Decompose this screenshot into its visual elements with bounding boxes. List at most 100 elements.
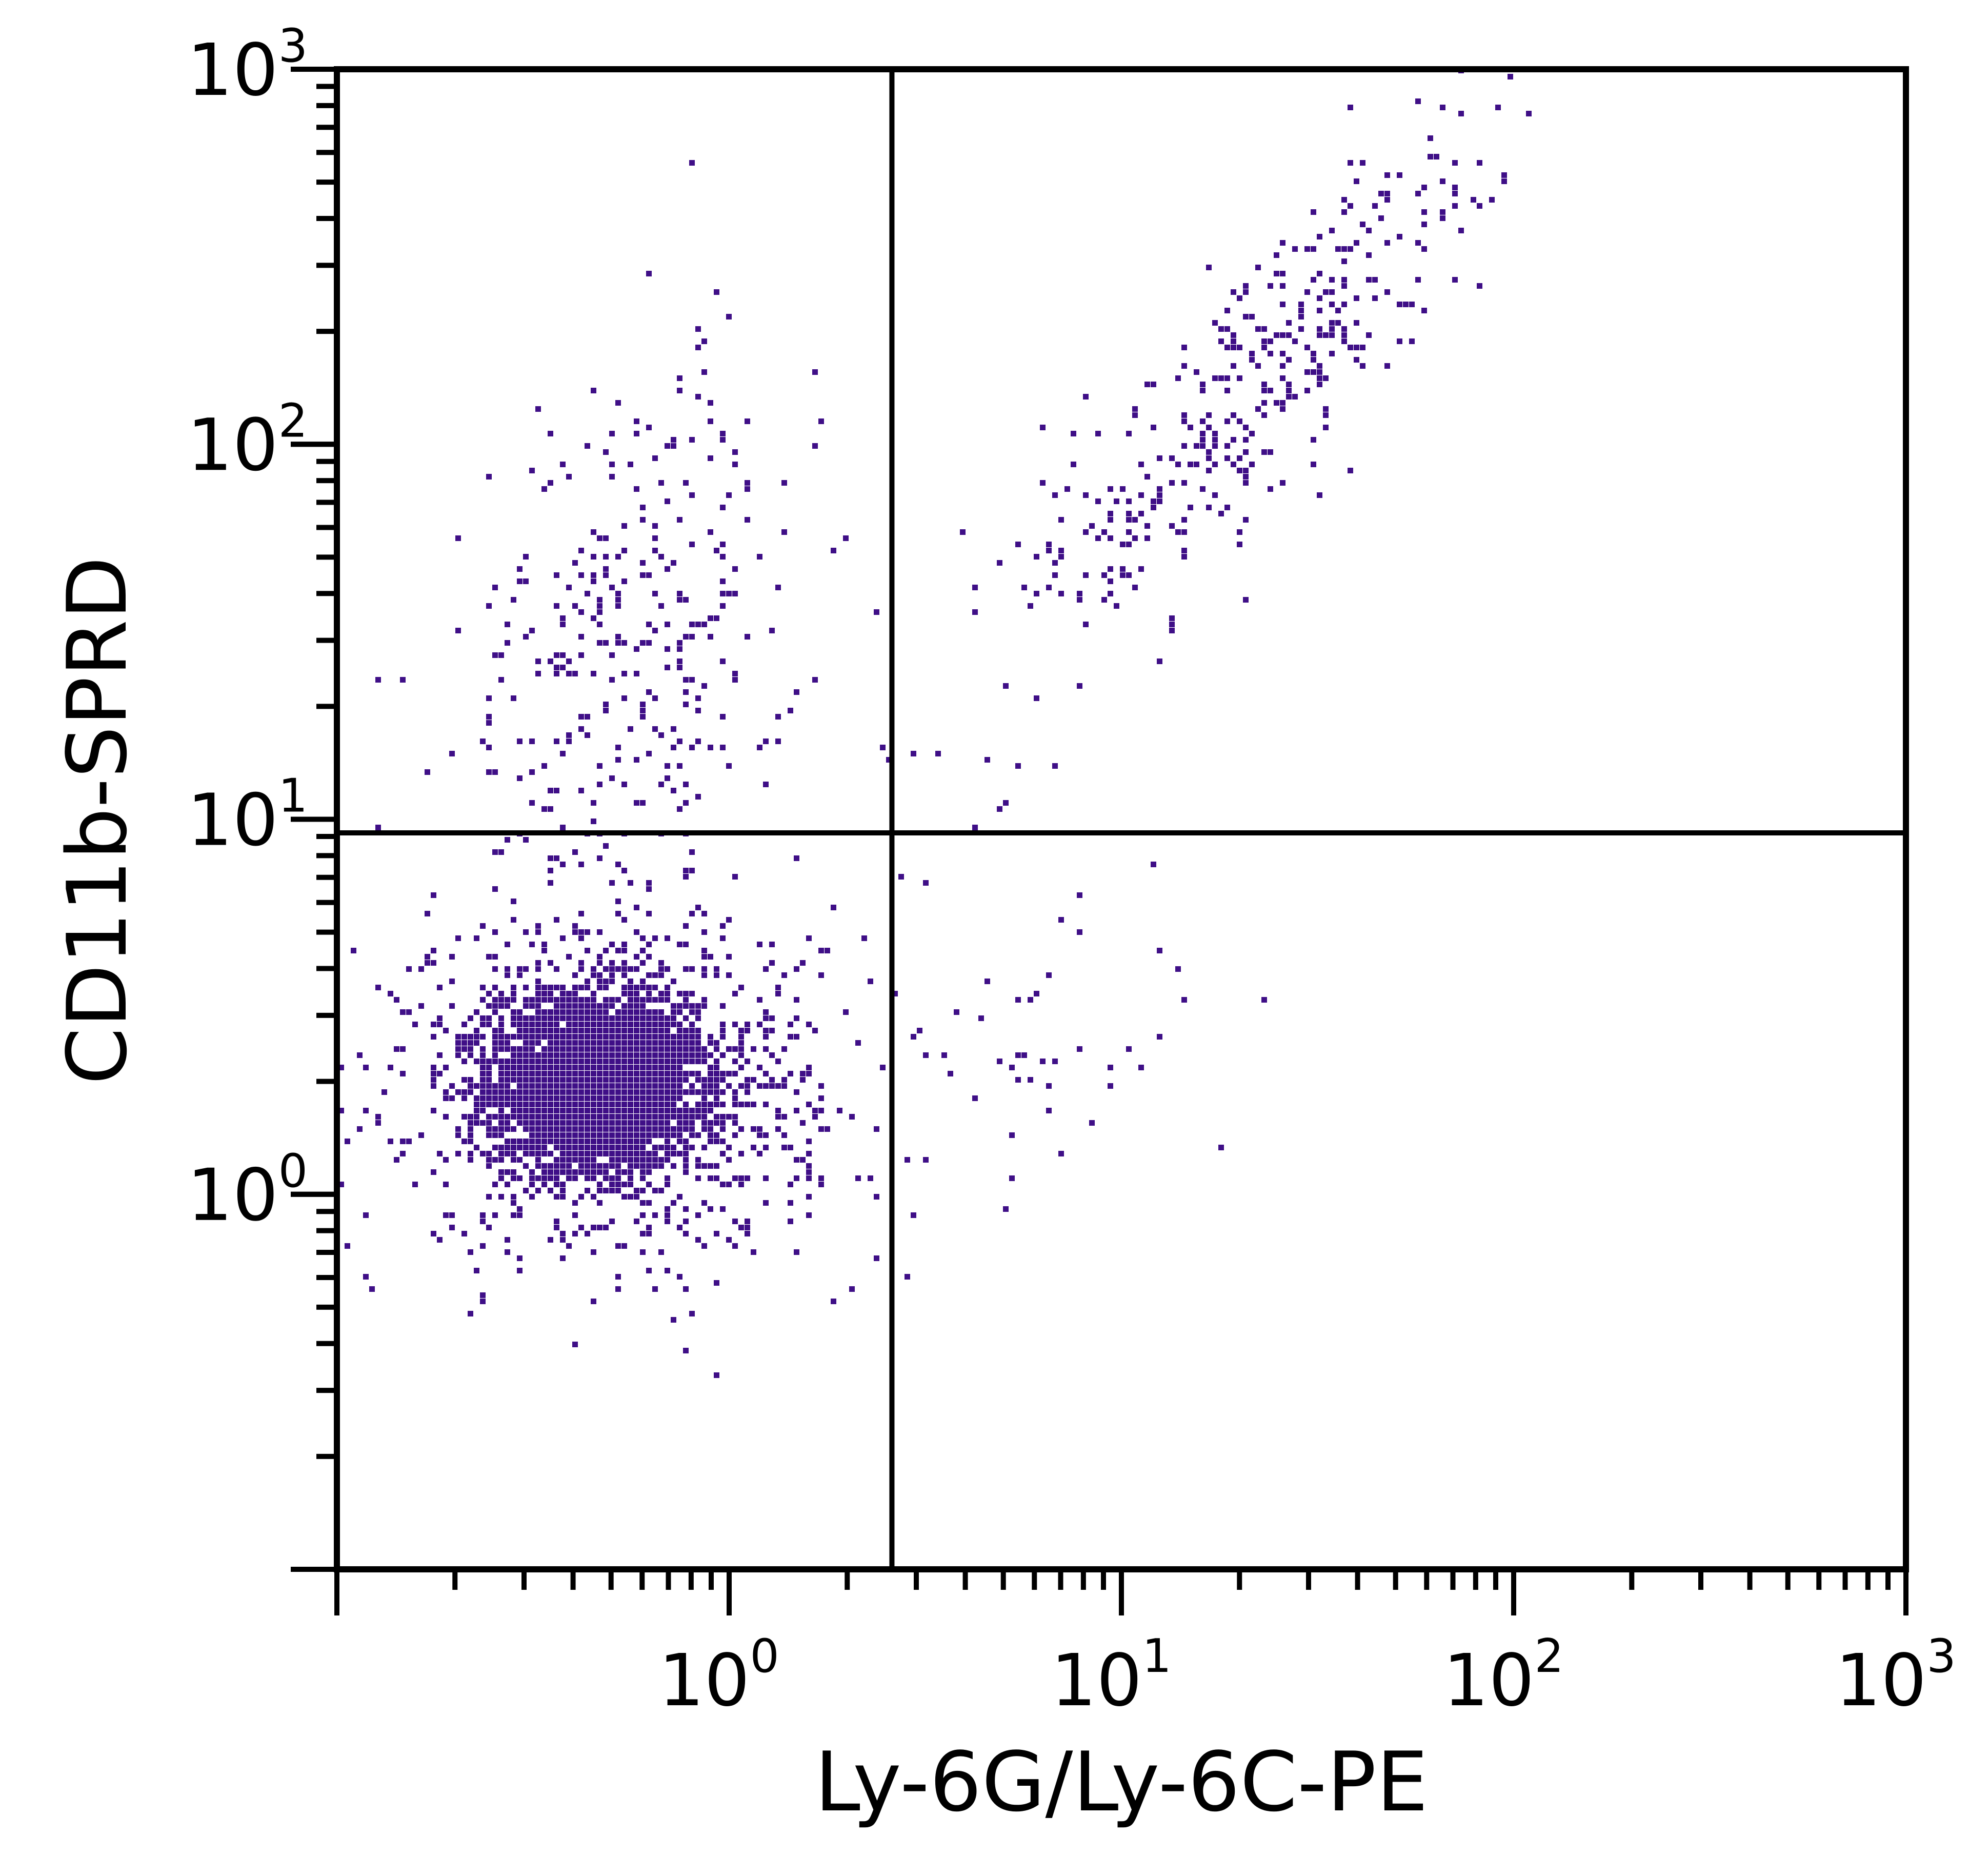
data-point bbox=[726, 1071, 732, 1076]
data-point bbox=[1280, 332, 1285, 338]
data-point bbox=[714, 1280, 719, 1286]
data-point bbox=[443, 1089, 449, 1095]
data-point bbox=[1274, 332, 1279, 338]
data-point bbox=[1151, 498, 1156, 504]
data-point bbox=[738, 985, 744, 990]
data-point bbox=[1224, 505, 1230, 510]
data-point bbox=[585, 1071, 590, 1076]
data-point bbox=[1200, 431, 1205, 436]
data-point bbox=[591, 1249, 596, 1255]
data-point bbox=[646, 1052, 652, 1058]
data-point bbox=[1212, 437, 1218, 443]
data-point bbox=[566, 1139, 572, 1144]
data-point bbox=[1280, 375, 1285, 381]
data-point bbox=[671, 1077, 676, 1083]
data-point bbox=[529, 1120, 535, 1126]
data-point bbox=[597, 855, 602, 861]
data-point bbox=[646, 1225, 652, 1230]
data-point bbox=[671, 1009, 676, 1015]
data-point bbox=[443, 1157, 449, 1163]
data-point bbox=[597, 763, 602, 769]
data-point bbox=[671, 437, 676, 443]
data-point bbox=[1280, 283, 1285, 289]
data-point bbox=[609, 1175, 615, 1181]
data-point bbox=[1206, 449, 1212, 455]
data-point bbox=[640, 1046, 646, 1052]
data-point bbox=[677, 1077, 682, 1083]
data-point bbox=[597, 597, 602, 603]
data-point bbox=[338, 1065, 344, 1070]
data-point bbox=[665, 1126, 670, 1132]
data-point bbox=[492, 954, 498, 960]
data-point bbox=[628, 1108, 633, 1113]
data-point bbox=[480, 997, 486, 1003]
data-point bbox=[646, 689, 652, 695]
data-point bbox=[597, 1077, 602, 1083]
data-point bbox=[609, 1163, 615, 1169]
data-point bbox=[800, 1120, 806, 1126]
data-point bbox=[572, 1089, 578, 1095]
data-point bbox=[548, 1132, 553, 1138]
data-point bbox=[646, 1077, 652, 1083]
data-point bbox=[1132, 517, 1138, 523]
data-point bbox=[585, 929, 590, 935]
data-point bbox=[751, 1046, 756, 1052]
data-point bbox=[628, 1182, 633, 1187]
data-point bbox=[529, 1194, 535, 1200]
data-point bbox=[597, 1083, 602, 1089]
data-point bbox=[554, 739, 559, 744]
data-point bbox=[443, 1212, 449, 1218]
data-point bbox=[603, 1095, 609, 1101]
data-point bbox=[695, 394, 701, 400]
data-point bbox=[591, 1040, 596, 1046]
data-point bbox=[461, 1034, 467, 1040]
data-point bbox=[486, 745, 492, 750]
data-point bbox=[585, 1083, 590, 1089]
data-point bbox=[566, 1157, 572, 1163]
data-point bbox=[720, 505, 726, 510]
data-point bbox=[591, 1194, 596, 1200]
data-point bbox=[658, 1022, 664, 1027]
data-point bbox=[677, 1040, 682, 1046]
data-point bbox=[511, 1108, 516, 1113]
data-point bbox=[665, 1212, 670, 1218]
data-point bbox=[603, 1083, 609, 1089]
data-point bbox=[1151, 505, 1156, 510]
data-point bbox=[640, 1132, 646, 1138]
data-point bbox=[621, 1139, 627, 1144]
data-point bbox=[480, 1083, 486, 1089]
data-point bbox=[621, 1003, 627, 1009]
data-point bbox=[400, 677, 406, 683]
data-point bbox=[1151, 425, 1156, 430]
data-point bbox=[1243, 597, 1249, 603]
data-point bbox=[726, 492, 732, 498]
data-point bbox=[468, 1077, 473, 1083]
data-point bbox=[745, 1028, 750, 1033]
data-point bbox=[1384, 289, 1390, 295]
data-point bbox=[646, 972, 652, 978]
data-point bbox=[621, 948, 627, 953]
data-point bbox=[578, 1028, 584, 1033]
data-point bbox=[535, 985, 541, 990]
data-point bbox=[511, 1071, 516, 1076]
data-point bbox=[745, 418, 750, 424]
data-point bbox=[1477, 43, 1482, 49]
data-point bbox=[572, 1009, 578, 1015]
data-point bbox=[1181, 443, 1187, 449]
data-point bbox=[585, 1231, 590, 1236]
data-point bbox=[652, 455, 658, 461]
data-point bbox=[548, 1065, 553, 1070]
data-point bbox=[517, 1102, 523, 1107]
data-point bbox=[505, 1034, 510, 1040]
data-point bbox=[1348, 468, 1353, 473]
data-point bbox=[548, 1083, 553, 1089]
data-point bbox=[541, 1028, 547, 1033]
data-point bbox=[615, 1114, 621, 1120]
data-point bbox=[492, 1145, 498, 1150]
data-point bbox=[505, 1182, 510, 1187]
data-point bbox=[591, 1169, 596, 1175]
data-point bbox=[578, 572, 584, 578]
data-point bbox=[683, 1077, 689, 1083]
data-point bbox=[425, 911, 430, 916]
data-point bbox=[689, 160, 695, 166]
